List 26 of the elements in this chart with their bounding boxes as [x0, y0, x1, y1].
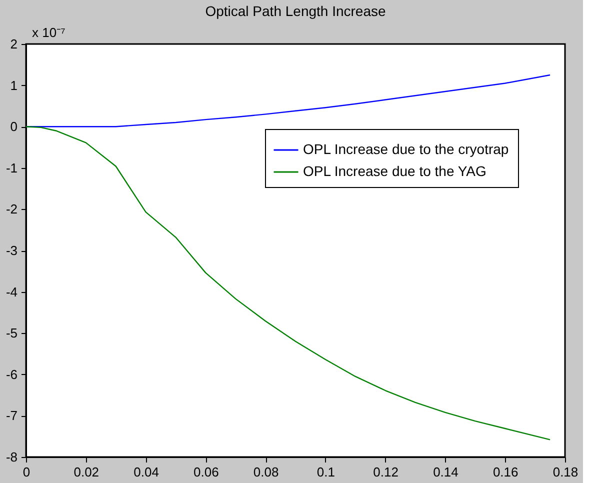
line-series [25, 126, 551, 440]
y-tick-label: -2 [6, 202, 18, 217]
y-tick-label: -5 [6, 326, 18, 341]
x-tick-label: 0.1 [316, 464, 335, 480]
x-tick-label: 0.02 [74, 464, 100, 480]
y-tick-label: 1 [10, 78, 18, 93]
chart-title: Optical Path Length Increase [205, 3, 386, 19]
x-tick-label: 0.08 [253, 464, 279, 480]
y-tick-label: -1 [6, 160, 18, 176]
x-tick-label: 0.16 [492, 464, 518, 480]
y-tick-label: -6 [6, 366, 18, 382]
text: x 10⁻⁷ [32, 25, 66, 40]
x-tick-label: 0.14 [433, 464, 458, 480]
x-tick-label: 0 [22, 464, 30, 480]
x-tick-label: 0.18 [552, 464, 578, 480]
x-tick-label: 0.12 [373, 464, 398, 480]
x-tick-label: 0.06 [194, 464, 219, 480]
x-tick-label: 0.04 [134, 464, 159, 480]
y-tick-label: -8 [6, 450, 18, 464]
y-tick-label: -4 [6, 284, 18, 300]
y-tick-label: 0 [10, 119, 18, 134]
y-tick-label: -3 [6, 243, 18, 258]
y-tick-label: 2 [10, 36, 18, 52]
legend-label: OPL Increase due to the YAG [303, 163, 486, 179]
y-tick-label: -7 [6, 408, 18, 424]
legend-label: OPL Increase due to the cryotrap [303, 141, 509, 157]
